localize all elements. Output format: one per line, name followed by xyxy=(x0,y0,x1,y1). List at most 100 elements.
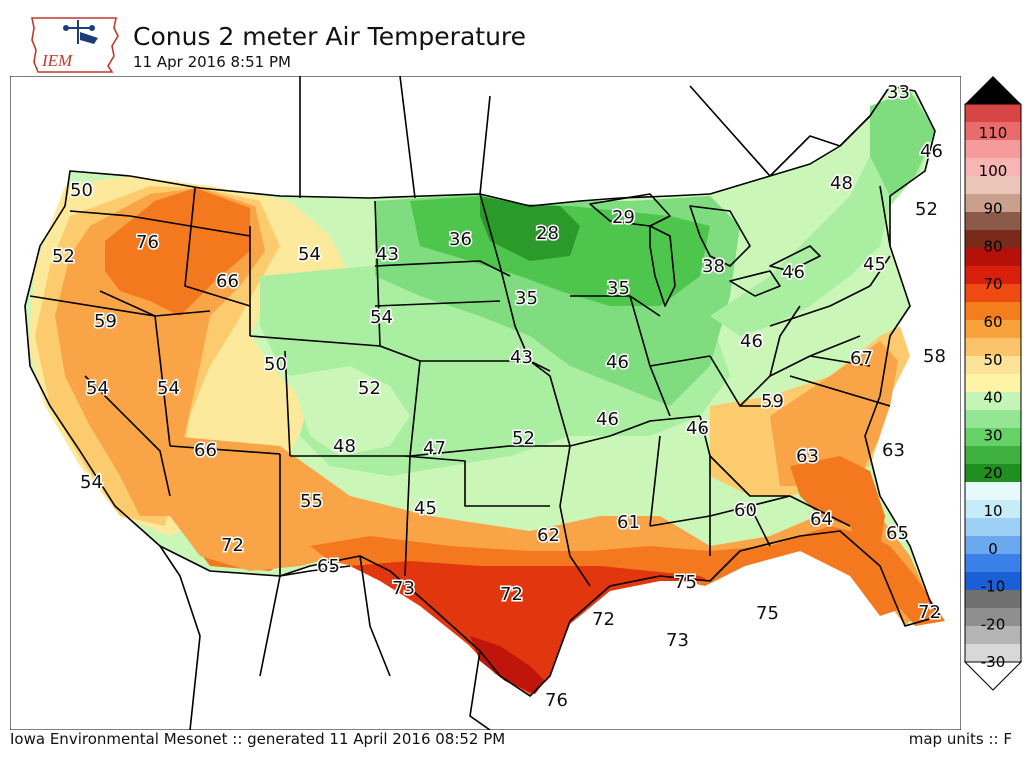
boundary-line xyxy=(769,305,801,377)
station-temperature: 75 xyxy=(756,603,779,624)
station-temperature: 59 xyxy=(94,311,117,332)
colorbar-band xyxy=(965,104,1021,123)
colorbar-band xyxy=(965,302,1021,321)
temperature-band xyxy=(790,456,885,546)
station-temperature: 50 xyxy=(264,354,287,375)
colorbar-band xyxy=(965,464,1021,483)
colorbar-frame xyxy=(964,103,1022,663)
colorbar-band xyxy=(965,554,1021,573)
colorbar-band xyxy=(965,230,1021,249)
station-temperature: 67 xyxy=(850,348,873,369)
temperature-band xyxy=(770,341,898,486)
boundary-line xyxy=(404,455,411,577)
station-temperature: 52 xyxy=(915,199,938,220)
station-temperature: 72 xyxy=(500,584,523,605)
station-temperature: 63 xyxy=(796,446,819,467)
boundary-line xyxy=(279,565,351,577)
station-temperature: 52 xyxy=(358,378,381,399)
boundary-line xyxy=(159,545,201,731)
colorbar-tick-label: 20 xyxy=(983,464,1002,482)
station-temperature: 73 xyxy=(392,578,415,599)
station-temperature: 58 xyxy=(923,346,946,367)
station-temperature: 65 xyxy=(886,523,909,544)
boundary-line xyxy=(689,85,771,177)
boundary-line xyxy=(559,505,591,587)
temperature-band xyxy=(870,91,935,196)
station-temperature: 36 xyxy=(449,229,472,250)
boundary-line xyxy=(839,115,871,147)
station-temperature: 46 xyxy=(686,418,709,439)
colorbar-band xyxy=(965,626,1021,645)
boundary-line xyxy=(169,445,281,455)
temperature-band xyxy=(105,188,250,316)
station-temperature: 54 xyxy=(370,307,393,328)
colorbar-band xyxy=(965,158,1021,177)
temperature-band xyxy=(290,366,410,456)
boundary-line xyxy=(769,285,871,327)
station-temperature: 38 xyxy=(702,256,725,277)
station-temperature: 59 xyxy=(761,391,784,412)
colorbar-legend: 110 100 90 80 70 60 50 40 30 20 10 0 -10 -20 -30 xyxy=(962,76,1024,692)
boundary-line xyxy=(69,210,251,237)
boundary-line xyxy=(284,350,291,457)
boundary-line xyxy=(689,205,751,267)
boundary-line xyxy=(699,415,790,497)
station-temperature: 47 xyxy=(423,438,446,459)
boundary-line xyxy=(469,650,491,731)
colorbar-band xyxy=(965,428,1021,447)
station-temperature: 73 xyxy=(666,630,689,651)
station-temperature: 43 xyxy=(510,347,533,368)
boundary-line xyxy=(374,200,381,347)
boundary-line xyxy=(259,575,281,677)
colorbar-tick-label: -10 xyxy=(981,578,1006,596)
colorbar-tick-label: 90 xyxy=(983,200,1002,218)
colorbar-tick-label: 30 xyxy=(983,426,1002,444)
colorbar-band xyxy=(965,338,1021,357)
colorbar-tick-label: 10 xyxy=(983,502,1002,520)
temperature-band xyxy=(350,561,710,694)
colorbar-band xyxy=(965,482,1021,501)
station-temperature: 29 xyxy=(612,207,635,228)
station-temperature: 46 xyxy=(740,331,763,352)
footer-credit: Iowa Environmental Mesonet :: generated … xyxy=(10,730,506,748)
colorbar-band xyxy=(965,536,1021,555)
station-temperature: 72 xyxy=(221,535,244,556)
colorbar-band xyxy=(965,320,1021,339)
colorbar-band xyxy=(965,500,1021,519)
station-temperature: 75 xyxy=(674,572,697,593)
station-temperature: 55 xyxy=(300,491,323,512)
boundary-line xyxy=(374,300,501,307)
station-temperature: 66 xyxy=(216,271,239,292)
colorbar-top-arrow xyxy=(965,76,1021,104)
station-temperature: 62 xyxy=(537,525,560,546)
boundary-line xyxy=(479,95,491,195)
colorbar-band xyxy=(965,644,1021,663)
station-temperature: 28 xyxy=(536,223,559,244)
logo-text: IEM xyxy=(41,51,73,70)
boundary-line xyxy=(649,225,676,307)
station-temperature: 50 xyxy=(70,180,93,201)
colorbar-tick-label: 100 xyxy=(979,162,1008,180)
colorbar-band xyxy=(965,410,1021,429)
colorbar-band xyxy=(965,590,1021,609)
boundary-line xyxy=(649,435,661,527)
colorbar-band xyxy=(965,374,1021,393)
boundary-line xyxy=(789,375,891,407)
station-temperature: 52 xyxy=(52,246,75,267)
station-temperature: 52 xyxy=(512,428,535,449)
station-temperature: 54 xyxy=(298,244,321,265)
colorbar-band xyxy=(965,608,1021,627)
colorbar-band xyxy=(965,176,1021,195)
boundary-line xyxy=(749,505,771,547)
station-temperature: 46 xyxy=(596,409,619,430)
station-temperature: 46 xyxy=(920,141,943,162)
colorbar-band xyxy=(965,518,1021,537)
station-temperature: 46 xyxy=(782,262,805,283)
colorbar-tick-label: -20 xyxy=(981,615,1006,633)
temperature-band xyxy=(470,636,545,694)
boundary-line xyxy=(529,360,571,507)
boundary-line xyxy=(879,185,891,247)
colorbar-band xyxy=(965,392,1021,411)
chart-subtitle: 11 Apr 2016 8:51 PM xyxy=(133,53,291,71)
colorbar-tick-label: -30 xyxy=(981,653,1006,671)
